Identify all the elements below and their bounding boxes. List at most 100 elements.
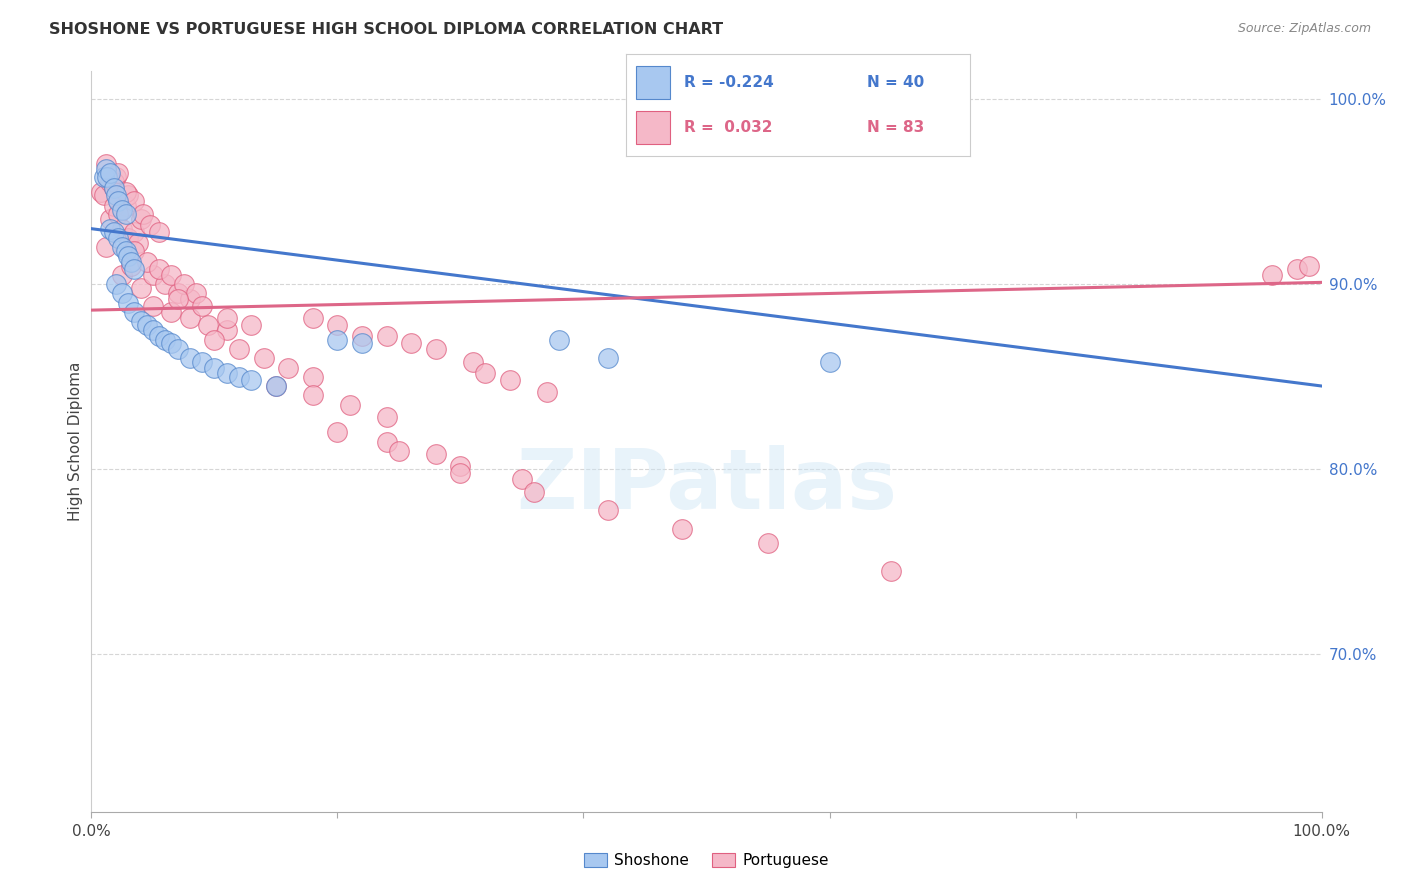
Point — [179, 310, 201, 325]
Point — [375, 434, 398, 449]
Point — [1285, 262, 1308, 277]
Point — [96, 169, 118, 184]
Point — [818, 355, 841, 369]
Point — [148, 329, 170, 343]
Text: N = 83: N = 83 — [866, 120, 924, 135]
Point — [98, 221, 121, 235]
Point — [388, 443, 411, 458]
Point — [98, 166, 121, 180]
Point — [215, 310, 238, 325]
Point — [105, 188, 127, 202]
Point — [461, 355, 484, 369]
Point — [191, 300, 214, 314]
Point — [148, 262, 170, 277]
Point — [90, 185, 112, 199]
Point — [107, 194, 129, 208]
Point — [135, 255, 157, 269]
Point — [596, 351, 619, 366]
Point — [179, 351, 201, 366]
Point — [111, 221, 134, 235]
Point — [179, 292, 201, 306]
Point — [547, 333, 569, 347]
Point — [103, 199, 125, 213]
Point — [117, 249, 139, 263]
Point — [191, 355, 214, 369]
Point — [124, 305, 146, 319]
Point — [352, 336, 374, 351]
Point — [111, 240, 134, 254]
Point — [301, 369, 323, 384]
Point — [111, 268, 134, 282]
Text: SHOSHONE VS PORTUGUESE HIGH SCHOOL DIPLOMA CORRELATION CHART: SHOSHONE VS PORTUGUESE HIGH SCHOOL DIPLO… — [49, 22, 723, 37]
Text: Source: ZipAtlas.com: Source: ZipAtlas.com — [1237, 22, 1371, 36]
Point — [184, 286, 207, 301]
Point — [117, 231, 139, 245]
Point — [114, 207, 138, 221]
Point — [107, 166, 129, 180]
Point — [93, 169, 115, 184]
Point — [127, 236, 149, 251]
Point — [111, 286, 134, 301]
Point — [215, 323, 238, 337]
Point — [301, 388, 323, 402]
Point — [228, 369, 250, 384]
Point — [153, 333, 177, 347]
Point — [117, 295, 139, 310]
Point — [129, 281, 152, 295]
Point — [240, 318, 263, 332]
Point — [352, 329, 374, 343]
Point — [111, 203, 134, 218]
Point — [160, 305, 183, 319]
Point — [425, 448, 447, 462]
Point — [124, 226, 146, 240]
Text: N = 40: N = 40 — [866, 75, 924, 90]
Point — [153, 277, 177, 292]
Bar — [636, 66, 671, 99]
Point — [425, 342, 447, 356]
Point — [326, 425, 349, 440]
Point — [135, 318, 157, 332]
Point — [277, 360, 299, 375]
Point — [98, 212, 121, 227]
Point — [98, 175, 121, 190]
Point — [96, 157, 117, 171]
Point — [139, 218, 162, 232]
Point — [105, 277, 127, 292]
Point — [264, 379, 287, 393]
Point — [498, 374, 520, 388]
Point — [215, 366, 238, 380]
Point — [326, 333, 349, 347]
Point — [326, 318, 349, 332]
Point — [105, 169, 127, 184]
Bar — [636, 111, 671, 144]
Point — [264, 379, 287, 393]
Point — [114, 185, 138, 199]
Legend: Shoshone, Portuguese: Shoshone, Portuguese — [578, 847, 835, 874]
Point — [253, 351, 276, 366]
Point — [536, 384, 558, 399]
Point — [117, 188, 139, 202]
Point — [107, 231, 129, 245]
Point — [202, 333, 225, 347]
Point — [129, 212, 152, 227]
Point — [474, 366, 496, 380]
Point — [1298, 259, 1320, 273]
Point — [129, 314, 152, 328]
Point — [375, 410, 398, 425]
Point — [671, 522, 693, 536]
Point — [449, 458, 471, 473]
Point — [301, 310, 323, 325]
Point — [103, 226, 125, 240]
Point — [120, 255, 142, 269]
Point — [240, 374, 263, 388]
Point — [103, 175, 125, 190]
Text: R =  0.032: R = 0.032 — [685, 120, 773, 135]
Point — [197, 318, 219, 332]
Point — [142, 300, 165, 314]
Point — [160, 336, 183, 351]
Point — [1261, 268, 1284, 282]
Point — [124, 194, 146, 208]
Point — [103, 181, 125, 195]
Point — [756, 536, 779, 550]
Point — [111, 203, 134, 218]
